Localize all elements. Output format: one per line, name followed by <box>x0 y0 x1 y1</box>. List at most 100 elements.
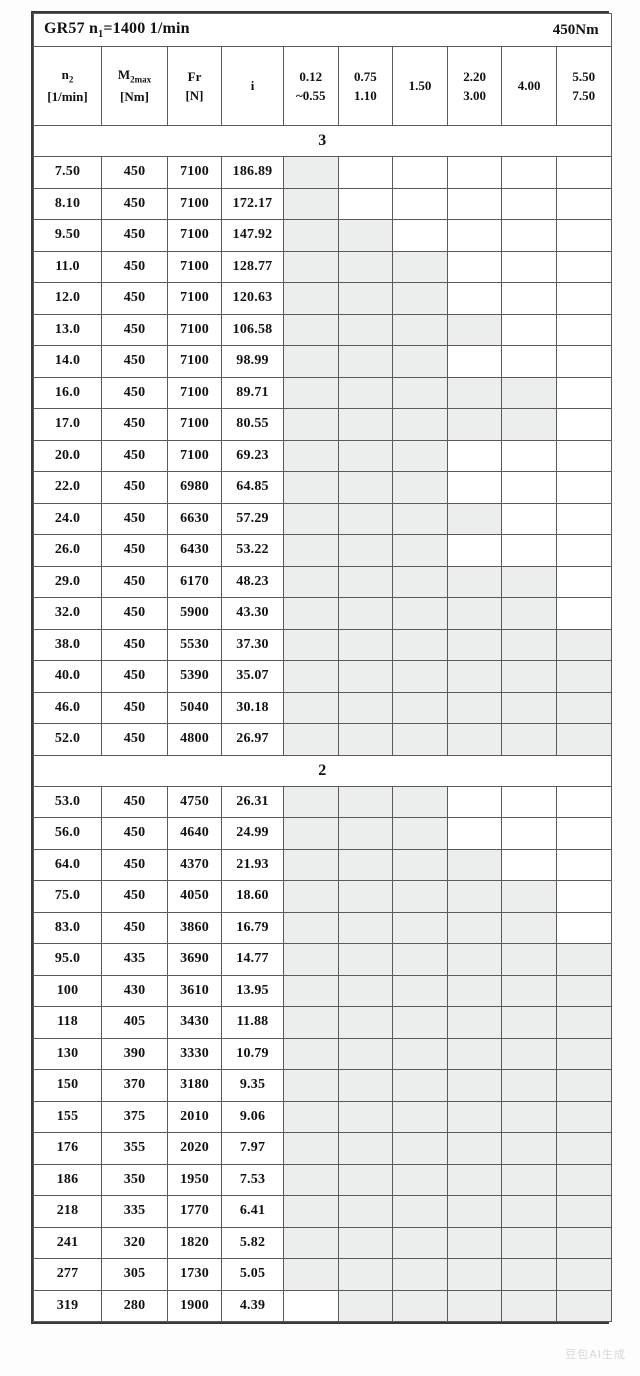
power-availability-cell-6[interactable] <box>555 219 612 252</box>
power-availability-cell-2[interactable] <box>337 156 394 189</box>
power-availability-cell-3[interactable] <box>392 1069 448 1102</box>
power-availability-cell-4[interactable] <box>446 1006 503 1039</box>
table-row[interactable]: 12.0 450 7100 120.63 <box>33 282 612 315</box>
table-row[interactable]: 150 370 3180 9.35 <box>33 1069 612 1102</box>
power-availability-cell-3[interactable] <box>392 1163 448 1196</box>
power-availability-cell-4[interactable] <box>446 1069 503 1102</box>
power-availability-cell-4[interactable] <box>446 250 503 283</box>
power-availability-cell-3[interactable] <box>392 1132 448 1165</box>
power-availability-cell-1[interactable] <box>283 534 339 567</box>
power-availability-cell-6[interactable] <box>555 1069 612 1102</box>
power-availability-cell-5[interactable] <box>501 345 557 378</box>
power-availability-cell-3[interactable] <box>392 723 448 756</box>
power-availability-cell-2[interactable] <box>337 1289 394 1322</box>
power-availability-cell-5[interactable] <box>501 250 557 283</box>
power-availability-cell-5[interactable] <box>501 817 557 850</box>
power-availability-cell-6[interactable] <box>555 408 612 441</box>
power-availability-cell-6[interactable] <box>555 282 612 315</box>
power-availability-cell-5[interactable] <box>501 313 557 346</box>
power-availability-cell-6[interactable] <box>555 785 612 818</box>
power-availability-cell-3[interactable] <box>392 880 448 913</box>
power-availability-cell-5[interactable] <box>501 1100 557 1133</box>
table-row[interactable]: 56.0 450 4640 24.99 <box>33 817 612 850</box>
power-availability-cell-6[interactable] <box>555 660 612 693</box>
power-availability-cell-3[interactable] <box>392 1037 448 1070</box>
power-availability-cell-3[interactable] <box>392 439 448 472</box>
power-availability-cell-5[interactable] <box>501 1258 557 1291</box>
table-row[interactable]: 22.0 450 6980 64.85 <box>33 471 612 504</box>
power-availability-cell-3[interactable] <box>392 817 448 850</box>
power-availability-cell-5[interactable] <box>501 911 557 944</box>
power-availability-cell-5[interactable] <box>501 156 557 189</box>
power-availability-cell-2[interactable] <box>337 628 394 661</box>
power-availability-cell-1[interactable] <box>283 1226 339 1259</box>
power-availability-cell-1[interactable] <box>283 1195 339 1228</box>
power-availability-cell-6[interactable] <box>555 1289 612 1322</box>
power-availability-cell-2[interactable] <box>337 313 394 346</box>
power-availability-cell-6[interactable] <box>555 313 612 346</box>
power-availability-cell-2[interactable] <box>337 785 394 818</box>
power-availability-cell-4[interactable] <box>446 691 503 724</box>
power-availability-cell-5[interactable] <box>501 1163 557 1196</box>
power-availability-cell-6[interactable] <box>555 597 612 630</box>
table-row[interactable]: 186 350 1950 7.53 <box>33 1163 612 1196</box>
table-row[interactable]: 64.0 450 4370 21.93 <box>33 848 612 881</box>
power-availability-cell-2[interactable] <box>337 250 394 283</box>
power-availability-cell-6[interactable] <box>555 911 612 944</box>
table-row[interactable]: 29.0 450 6170 48.23 <box>33 565 612 598</box>
power-availability-cell-1[interactable] <box>283 1100 339 1133</box>
table-row[interactable]: 9.50 450 7100 147.92 <box>33 219 612 252</box>
power-availability-cell-1[interactable] <box>283 943 339 976</box>
power-availability-cell-6[interactable] <box>555 1132 612 1165</box>
power-availability-cell-5[interactable] <box>501 691 557 724</box>
table-row[interactable]: 16.0 450 7100 89.71 <box>33 376 612 409</box>
power-availability-cell-1[interactable] <box>283 282 339 315</box>
power-availability-cell-6[interactable] <box>555 628 612 661</box>
power-availability-cell-2[interactable] <box>337 1132 394 1165</box>
power-availability-cell-2[interactable] <box>337 534 394 567</box>
power-availability-cell-6[interactable] <box>555 723 612 756</box>
power-availability-cell-6[interactable] <box>555 187 612 220</box>
power-availability-cell-1[interactable] <box>283 219 339 252</box>
power-availability-cell-4[interactable] <box>446 723 503 756</box>
power-availability-cell-1[interactable] <box>283 660 339 693</box>
power-availability-cell-5[interactable] <box>501 376 557 409</box>
power-availability-cell-1[interactable] <box>283 1069 339 1102</box>
table-row[interactable]: 277 305 1730 5.05 <box>33 1258 612 1291</box>
power-availability-cell-5[interactable] <box>501 1132 557 1165</box>
power-availability-cell-6[interactable] <box>555 376 612 409</box>
power-availability-cell-2[interactable] <box>337 660 394 693</box>
power-availability-cell-3[interactable] <box>392 471 448 504</box>
power-availability-cell-4[interactable] <box>446 974 503 1007</box>
power-availability-cell-5[interactable] <box>501 565 557 598</box>
power-availability-cell-2[interactable] <box>337 282 394 315</box>
power-availability-cell-4[interactable] <box>446 187 503 220</box>
power-availability-cell-2[interactable] <box>337 817 394 850</box>
power-availability-cell-5[interactable] <box>501 471 557 504</box>
power-availability-cell-2[interactable] <box>337 1069 394 1102</box>
power-availability-cell-2[interactable] <box>337 974 394 1007</box>
power-availability-cell-2[interactable] <box>337 565 394 598</box>
power-availability-cell-3[interactable] <box>392 1195 448 1228</box>
power-availability-cell-3[interactable] <box>392 660 448 693</box>
power-availability-cell-2[interactable] <box>337 691 394 724</box>
power-availability-cell-2[interactable] <box>337 597 394 630</box>
table-row[interactable]: 11.0 450 7100 128.77 <box>33 250 612 283</box>
power-availability-cell-4[interactable] <box>446 408 503 441</box>
power-availability-cell-1[interactable] <box>283 1289 339 1322</box>
power-availability-cell-5[interactable] <box>501 785 557 818</box>
power-availability-cell-3[interactable] <box>392 1258 448 1291</box>
power-availability-cell-1[interactable] <box>283 817 339 850</box>
power-availability-cell-4[interactable] <box>446 1195 503 1228</box>
power-availability-cell-1[interactable] <box>283 187 339 220</box>
power-availability-cell-4[interactable] <box>446 565 503 598</box>
power-availability-cell-3[interactable] <box>392 376 448 409</box>
power-availability-cell-4[interactable] <box>446 313 503 346</box>
power-availability-cell-1[interactable] <box>283 376 339 409</box>
power-availability-cell-2[interactable] <box>337 439 394 472</box>
power-availability-cell-2[interactable] <box>337 408 394 441</box>
power-availability-cell-1[interactable] <box>283 1006 339 1039</box>
table-row[interactable]: 100 430 3610 13.95 <box>33 974 612 1007</box>
power-availability-cell-6[interactable] <box>555 817 612 850</box>
power-availability-cell-2[interactable] <box>337 723 394 756</box>
